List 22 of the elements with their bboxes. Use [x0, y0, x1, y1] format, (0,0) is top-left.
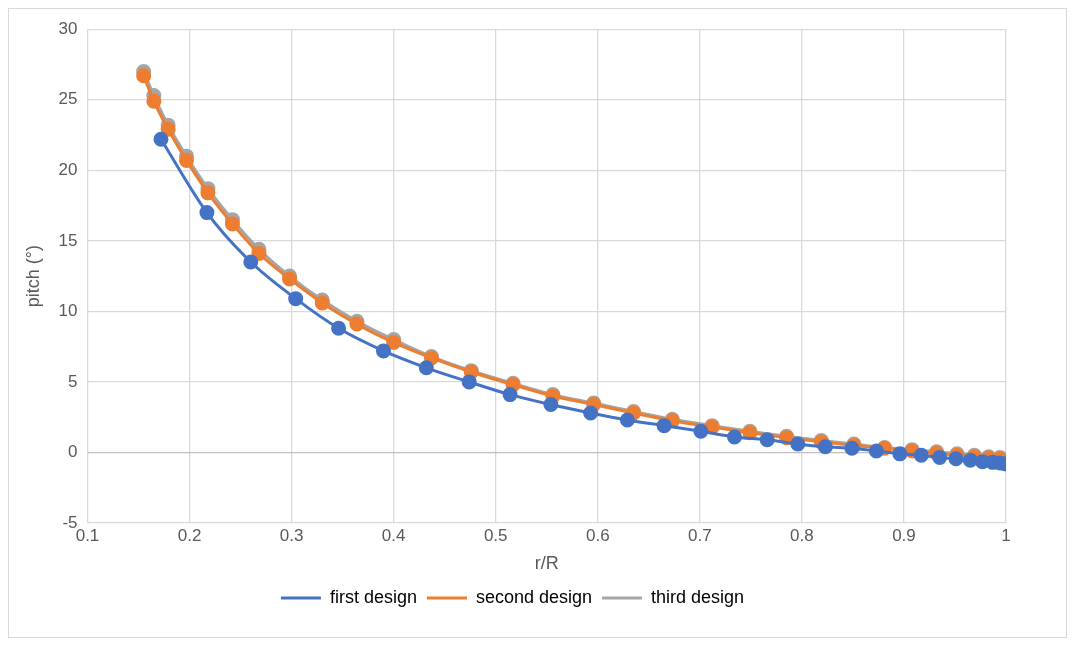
x-axis-title: r/R — [534, 553, 559, 574]
legend-label: second design — [475, 586, 593, 607]
x-tick-label: 0.7 — [688, 525, 712, 545]
x-tick-label: 1 — [1001, 525, 1011, 545]
x-tick-label: 0.4 — [381, 525, 406, 545]
x-tick-label: 0.5 — [483, 525, 508, 545]
legend-label: third design — [651, 586, 745, 607]
y-axis-title: pitch (°) — [22, 244, 43, 308]
y-tick-label: -5 — [62, 512, 78, 532]
y-tick-label: 5 — [68, 371, 78, 391]
x-tick-label: 0.8 — [790, 525, 814, 545]
y-tick-label: 15 — [58, 230, 78, 250]
x-tick-label: 0.3 — [279, 525, 304, 545]
x-tick-label: 0.6 — [585, 525, 610, 545]
x-tick-label: 0.9 — [892, 525, 916, 545]
y-tick-label: 20 — [58, 159, 78, 179]
y-tick-label: 25 — [58, 89, 78, 109]
legend-label: first design — [329, 586, 417, 607]
x-tick-label: 0.2 — [177, 525, 202, 545]
y-tick-label: 30 — [58, 18, 78, 38]
y-tick-label: 10 — [58, 301, 78, 321]
y-tick-label: 0 — [68, 442, 78, 462]
